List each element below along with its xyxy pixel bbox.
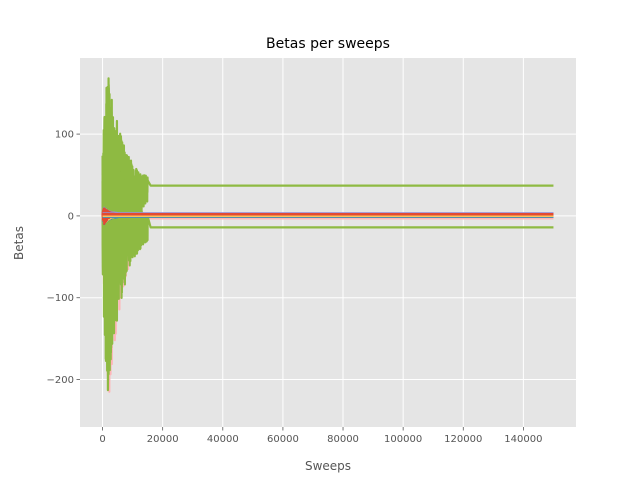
chart-title: Betas per sweeps	[266, 36, 390, 52]
y-tick-label: 100	[55, 130, 74, 141]
x-tick-label: 140000	[504, 434, 542, 445]
x-tick-label: 60000	[267, 434, 299, 445]
y-axis-label: Betas	[12, 226, 26, 260]
x-axis-label: Sweeps	[305, 459, 351, 473]
series-group	[101, 77, 554, 393]
x-tick-label: 0	[99, 434, 105, 445]
y-tick-label: −200	[47, 375, 74, 386]
y-tick-label: −100	[47, 293, 74, 304]
x-tick-label: 20000	[147, 434, 179, 445]
x-tick-label: 120000	[444, 434, 482, 445]
y-axis-ticks: −200 −100 0 100	[47, 130, 80, 386]
x-tick-label: 100000	[384, 434, 422, 445]
series-line	[101, 77, 554, 392]
y-tick-label: 0	[68, 211, 74, 222]
x-tick-label: 40000	[207, 434, 239, 445]
x-tick-label: 80000	[327, 434, 359, 445]
plot-background	[80, 58, 576, 427]
x-axis-ticks: 0 20000 40000 60000 80000 100000 120000 140000	[99, 427, 542, 445]
